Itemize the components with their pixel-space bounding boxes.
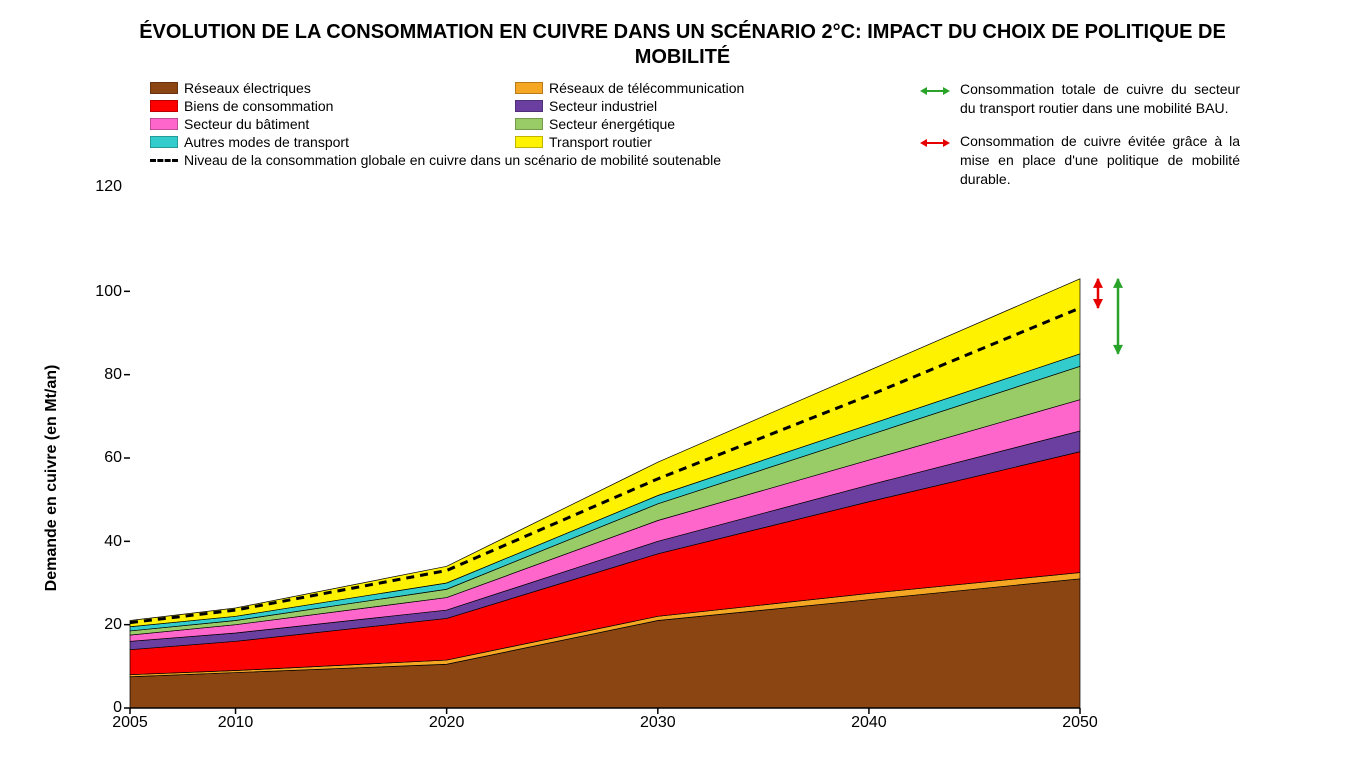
chart-title: ÉVOLUTION DE LA CONSOMMATION EN CUIVRE D… xyxy=(133,20,1233,70)
y-tick-label: 120 xyxy=(95,178,130,196)
green-arrow-annotation xyxy=(1113,278,1123,355)
legend-item-dashed: Niveau de la consommation globale en cui… xyxy=(150,152,870,168)
legend-item: Autres modes de transport xyxy=(150,134,505,150)
legend-swatch xyxy=(515,82,543,94)
legend-label: Secteur du bâtiment xyxy=(184,116,309,132)
legend-label: Transport routier xyxy=(549,134,652,150)
red-arrow-annotation xyxy=(1093,278,1103,309)
side-legend-red: Consommation de cuivre évitée grâce à la… xyxy=(920,132,1240,189)
legend-label: Biens de consommation xyxy=(184,98,333,114)
legend-label: Réseaux de télécommunication xyxy=(549,80,744,96)
double-arrow-red-icon xyxy=(920,134,950,152)
chart-svg xyxy=(130,208,1150,708)
legend-swatch xyxy=(150,82,178,94)
double-arrow-green-icon xyxy=(920,82,950,100)
side-legend-green: Consommation totale de cuivre du secteur… xyxy=(920,80,1240,118)
legend-item: Transport routier xyxy=(515,134,870,150)
plot-region: 120020406080100200520102020203020402050 xyxy=(130,208,1080,708)
chart-container: Réseaux électriques Réseaux de télécommun… xyxy=(20,80,1345,748)
legend-label: Réseaux électriques xyxy=(184,80,311,96)
legend-item: Secteur énergétique xyxy=(515,116,870,132)
legend-row: Réseaux électriques Réseaux de télécommun… xyxy=(20,80,1345,202)
legend-swatch xyxy=(150,118,178,130)
legend-swatch xyxy=(515,136,543,148)
main-legend: Réseaux électriques Réseaux de télécommun… xyxy=(150,80,870,168)
legend-item: Secteur industriel xyxy=(515,98,870,114)
side-legend: Consommation totale de cuivre du secteur… xyxy=(920,80,1240,202)
legend-label: Niveau de la consommation globale en cui… xyxy=(184,152,721,168)
legend-item: Réseaux de télécommunication xyxy=(515,80,870,96)
legend-label: Autres modes de transport xyxy=(184,134,349,150)
y-axis-label: Demande en cuivre (en Mt/an) xyxy=(43,365,61,592)
legend-item: Secteur du bâtiment xyxy=(150,116,505,132)
legend-dash-swatch xyxy=(150,159,178,162)
side-legend-red-text: Consommation de cuivre évitée grâce à la… xyxy=(960,132,1240,189)
side-legend-green-text: Consommation totale de cuivre du secteur… xyxy=(960,80,1240,118)
legend-swatch xyxy=(515,118,543,130)
legend-item: Biens de consommation xyxy=(150,98,505,114)
legend-item: Réseaux électriques xyxy=(150,80,505,96)
legend-swatch xyxy=(150,136,178,148)
chart-area: Demande en cuivre (en Mt/an) 12002040608… xyxy=(80,208,1150,748)
legend-swatch xyxy=(150,100,178,112)
legend-label: Secteur énergétique xyxy=(549,116,675,132)
legend-label: Secteur industriel xyxy=(549,98,657,114)
legend-swatch xyxy=(515,100,543,112)
